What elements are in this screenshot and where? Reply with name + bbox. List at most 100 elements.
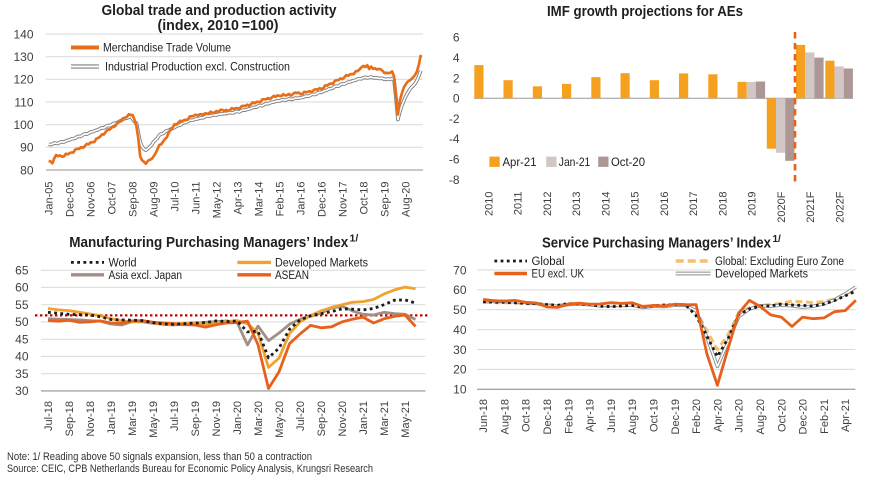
svg-text:Nov-17: Nov-17 [338, 182, 350, 217]
svg-text:60: 60 [453, 283, 467, 297]
svg-text:Jun-11: Jun-11 [191, 182, 203, 215]
svg-text:Feb-21: Feb-21 [819, 399, 831, 434]
svg-text:-8: -8 [449, 173, 460, 187]
svg-text:World: World [109, 258, 137, 270]
svg-text:Aug-09: Aug-09 [149, 182, 161, 217]
svg-text:Jul-18: Jul-18 [43, 401, 55, 431]
svg-text:90: 90 [20, 141, 34, 155]
svg-text:2022F: 2022F [834, 191, 846, 222]
svg-text:Jul-10: Jul-10 [170, 182, 182, 212]
svg-text:IMF growth projections for AEs: IMF growth projections for AEs [547, 3, 743, 20]
svg-text:2013: 2013 [571, 192, 583, 216]
svg-text:10: 10 [453, 383, 467, 397]
svg-text:Global trade and production ac: Global trade and production activity [102, 2, 338, 19]
svg-text:2019: 2019 [747, 192, 759, 216]
svg-text:Global: Excluding Euro Zone: Global: Excluding Euro Zone [715, 256, 844, 268]
svg-text:Jun-19: Jun-19 [606, 399, 618, 433]
svg-text:Dec-05: Dec-05 [65, 182, 77, 217]
svg-text:Oct-20: Oct-20 [776, 399, 788, 432]
svg-text:EU excl. UK: EU excl. UK [532, 269, 585, 281]
svg-text:2017: 2017 [688, 192, 700, 216]
svg-text:Mar-19: Mar-19 [127, 401, 139, 436]
svg-text:Developed Markets: Developed Markets [275, 258, 368, 270]
svg-text:Jun-18: Jun-18 [478, 399, 490, 433]
svg-text:Sep-08: Sep-08 [128, 182, 140, 217]
svg-text:50: 50 [15, 315, 29, 329]
svg-text:Jan-05: Jan-05 [44, 182, 56, 216]
svg-text:20: 20 [453, 363, 467, 377]
svg-text:Dec-18: Dec-18 [542, 399, 554, 434]
svg-text:Aug-20: Aug-20 [755, 399, 767, 434]
svg-text:(index, 2010 =100): (index, 2010 =100) [158, 17, 279, 34]
svg-text:Oct-20: Oct-20 [611, 155, 645, 169]
svg-text:2015: 2015 [630, 192, 642, 216]
svg-text:Aug-18: Aug-18 [499, 399, 511, 434]
svg-text:May-20: May-20 [274, 401, 286, 438]
svg-text:2012: 2012 [542, 192, 554, 216]
svg-text:Feb-15: Feb-15 [275, 182, 287, 217]
svg-text:65: 65 [15, 264, 29, 278]
svg-text:Oct-19: Oct-19 [649, 399, 661, 432]
svg-text:-6: -6 [449, 153, 460, 167]
svg-text:2016: 2016 [659, 192, 671, 216]
svg-text:2014: 2014 [600, 192, 612, 216]
svg-text:140: 140 [13, 27, 33, 41]
svg-text:Jan-20: Jan-20 [232, 401, 244, 435]
svg-text:Apr-13: Apr-13 [233, 182, 245, 215]
svg-text:2018: 2018 [717, 192, 729, 216]
svg-text:Sep-18: Sep-18 [64, 401, 76, 436]
svg-text:120: 120 [13, 73, 33, 87]
svg-text:40: 40 [453, 323, 467, 337]
svg-text:0: 0 [453, 92, 460, 106]
svg-text:Oct-07: Oct-07 [107, 182, 119, 215]
svg-text:60: 60 [15, 281, 29, 295]
svg-text:Note: 1/ Reading above 50 sign: Note: 1/ Reading above 50 signals expans… [7, 451, 312, 463]
svg-text:Dec-16: Dec-16 [317, 182, 329, 217]
svg-text:110: 110 [14, 95, 33, 109]
svg-text:Oct-18: Oct-18 [359, 182, 371, 215]
svg-text:Apr-21: Apr-21 [503, 155, 537, 169]
svg-text:Mar-14: Mar-14 [254, 182, 266, 217]
svg-text:Asia excl. Japan: Asia excl. Japan [109, 270, 183, 282]
svg-text:Sep-19: Sep-19 [380, 182, 392, 217]
svg-text:Manufacturing Purchasing Manag: Manufacturing Purchasing Managers’ Index [69, 234, 349, 251]
svg-text:Nov-06: Nov-06 [86, 182, 98, 217]
svg-text:130: 130 [13, 50, 33, 64]
svg-text:Jan-21: Jan-21 [559, 155, 591, 169]
svg-text:100: 100 [13, 118, 33, 132]
svg-text:Apr-19: Apr-19 [585, 399, 597, 432]
svg-text:Service Purchasing Managers’ I: Service Purchasing Managers’ Index [542, 235, 772, 252]
svg-text:30: 30 [15, 384, 29, 398]
svg-text:Jan-21: Jan-21 [358, 401, 370, 435]
svg-text:4: 4 [453, 51, 460, 65]
svg-text:Apr-21: Apr-21 [840, 399, 852, 432]
svg-text:1/: 1/ [773, 234, 782, 245]
svg-text:Merchandise Trade Volume: Merchandise Trade Volume [103, 41, 231, 55]
svg-text:May-12: May-12 [212, 182, 224, 219]
svg-text:35: 35 [15, 367, 29, 381]
svg-text:Jan-19: Jan-19 [106, 401, 118, 435]
svg-text:Feb-19: Feb-19 [563, 399, 575, 434]
svg-text:Oct-18: Oct-18 [521, 399, 533, 432]
svg-text:Source: CEIC, CPB Netherlands: Source: CEIC, CPB Netherlands Bureau for… [7, 463, 373, 475]
svg-text:Sep-19: Sep-19 [190, 401, 202, 436]
svg-text:May-21: May-21 [400, 401, 412, 438]
svg-text:Feb-20: Feb-20 [691, 399, 703, 434]
svg-text:2010: 2010 [483, 192, 495, 216]
svg-text:Nov-19: Nov-19 [211, 401, 223, 436]
svg-text:2: 2 [453, 71, 460, 85]
svg-text:Mar-21: Mar-21 [379, 401, 391, 436]
svg-text:Nov-20: Nov-20 [337, 401, 349, 436]
svg-text:55: 55 [15, 298, 29, 312]
svg-text:Global: Global [532, 256, 565, 268]
svg-text:ASEAN: ASEAN [275, 270, 309, 282]
svg-text:2020F: 2020F [776, 191, 788, 222]
svg-text:Developed Markets: Developed Markets [715, 269, 808, 281]
svg-text:Aug-20: Aug-20 [401, 182, 413, 217]
svg-text:-4: -4 [449, 132, 460, 146]
svg-text:70: 70 [453, 263, 467, 277]
svg-text:-2: -2 [449, 112, 460, 126]
svg-text:2011: 2011 [513, 192, 525, 216]
svg-text:Nov-18: Nov-18 [85, 401, 97, 436]
svg-text:2021F: 2021F [805, 191, 817, 222]
